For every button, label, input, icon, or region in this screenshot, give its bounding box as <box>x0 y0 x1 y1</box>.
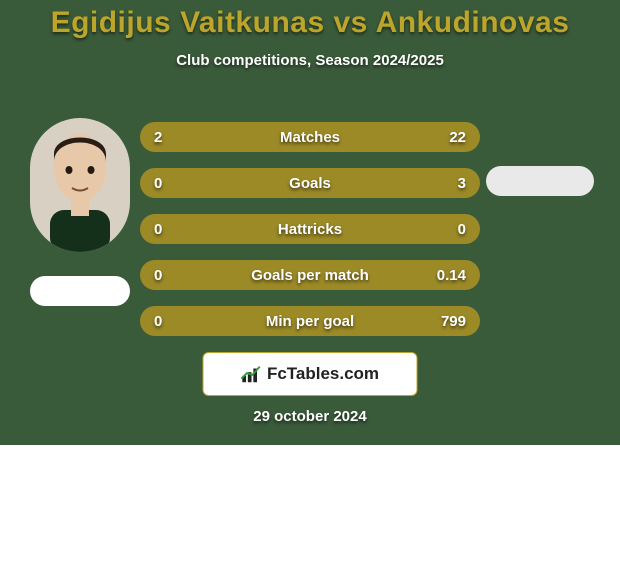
stat-bar: 0Goals3 <box>140 168 480 198</box>
stat-label: Min per goal <box>140 306 480 336</box>
stat-value-right: 799 <box>441 306 466 336</box>
stat-value-right: 3 <box>458 168 466 198</box>
stat-bar: 0Goals per match0.14 <box>140 260 480 290</box>
subtitle: Club competitions, Season 2024/2025 <box>0 52 620 69</box>
player-right-name-pill <box>486 166 594 196</box>
stat-value-right: 0.14 <box>437 260 466 290</box>
player-right-column <box>480 108 600 196</box>
stat-value-right: 0 <box>458 214 466 244</box>
comparison-content: 2Matches220Goals30Hattricks00Goals per m… <box>0 108 620 336</box>
stat-value-right: 22 <box>449 122 466 152</box>
stat-bars: 2Matches220Goals30Hattricks00Goals per m… <box>140 108 480 336</box>
logo-text: FcTables.com <box>267 364 379 384</box>
stat-bar: 0Min per goal799 <box>140 306 480 336</box>
player-left-column <box>20 108 140 306</box>
fctables-logo: FcTables.com <box>203 352 418 396</box>
page-title: Egidijus Vaitkunas vs Ankudinovas <box>0 0 620 40</box>
stat-bar: 0Hattricks0 <box>140 214 480 244</box>
player-left-name-pill <box>30 276 130 306</box>
stat-label: Goals <box>140 168 480 198</box>
bar-chart-icon <box>241 364 263 384</box>
stat-label: Matches <box>140 122 480 152</box>
stat-label: Goals per match <box>140 260 480 290</box>
stat-bar: 2Matches22 <box>140 122 480 152</box>
stat-label: Hattricks <box>140 214 480 244</box>
date-label: 29 october 2024 <box>0 408 620 425</box>
player-left-avatar <box>30 118 130 252</box>
